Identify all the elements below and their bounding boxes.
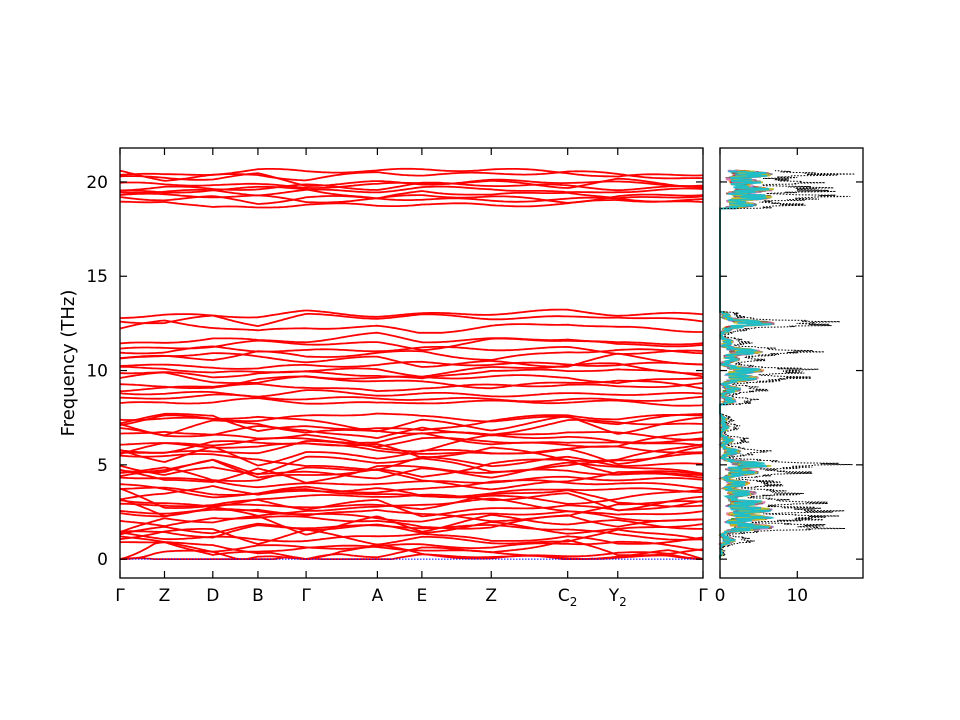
band-line [119,397,704,407]
band-line [119,483,703,499]
kpath-label: Γ [115,586,125,606]
band-line [119,412,703,433]
band-plot-frame [119,147,704,579]
kpath-label: Z [485,586,497,606]
y-tick-label: 10 [86,362,108,382]
kpath-label: Y2 [608,586,627,609]
kpath-label: C2 [558,586,578,609]
band-line [120,308,704,319]
dos-panel: 0 10 [715,147,864,606]
band-lines [119,167,704,561]
kpath-label: B [252,586,264,606]
kpath-label: Γ [698,586,708,606]
kpath-tick-labels: Γ Z D B Γ A E Z C2 Y2 Γ [115,586,708,609]
band-line [119,192,704,204]
frequency-tick-labels: 0 5 10 15 20 [86,173,108,570]
band-line [120,393,704,403]
band-line [119,360,704,370]
dos-x-tick-label: 10 [786,586,808,606]
band-line [119,453,704,471]
band-line [119,185,704,197]
band-line [119,498,704,518]
band-line [119,419,704,437]
dos-plot-frame [719,147,864,579]
y-tick-label: 5 [97,456,108,476]
band-line [119,513,703,536]
kpath-label: Z [159,586,171,606]
band-line [119,172,704,187]
band-line [119,521,704,536]
dos-x-tick-label: 0 [715,586,726,606]
y-tick-label: 20 [86,173,108,193]
band-line [119,497,704,518]
frequency-axis-label: Frequency (THz) [58,290,79,437]
band-line [120,479,704,496]
kpath-label: A [372,586,384,606]
band-line [120,198,704,209]
kpath-label: Γ [301,586,311,606]
y-tick-label: 15 [86,267,108,287]
band-line [119,464,704,484]
band-line [119,348,704,362]
band-line [119,368,704,380]
kpath-label: D [206,586,219,606]
band-line [119,362,704,378]
y-tick-label: 0 [97,550,108,570]
band-line [119,412,704,427]
band-line [119,331,704,348]
dos-tick-labels: 0 10 [715,586,809,606]
band-line [119,436,704,455]
band-line [119,487,704,511]
band-structure-panel: 0 5 10 15 20 Γ Z D B Γ A E Z C2 Y2 Γ Frequency (THz) [58,147,708,609]
band-line [119,514,704,530]
band-line [119,431,704,448]
band-line [119,319,703,334]
kpath-label: E [417,586,428,606]
band-line [119,535,704,553]
band-line [119,389,704,398]
dos-ticks [719,148,863,578]
band-line [119,167,703,178]
band-line [119,352,704,368]
band-line [119,337,704,352]
band-line [119,485,704,505]
band-line [119,461,704,480]
band-line [119,539,704,557]
